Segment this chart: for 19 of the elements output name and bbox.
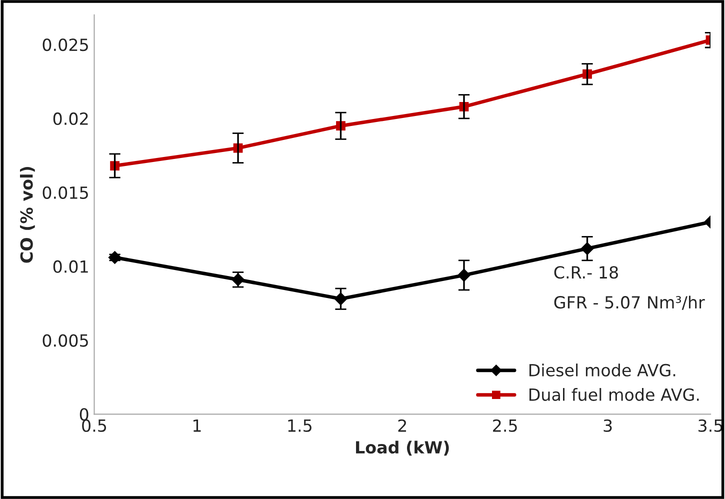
y-tick-label: 0.025: [42, 38, 88, 52]
annotation: GFR - 5.07 Nm³/hr: [554, 296, 705, 310]
x-axis-title: Load (kW): [356, 440, 449, 456]
y-tick-label: 0.01: [53, 260, 88, 273]
annotation: C.R.- 18: [554, 266, 618, 279]
x-tick-label: 2.5: [493, 419, 517, 432]
y-axis-title: CO (% vol): [20, 167, 35, 263]
y-tick-label: 0.005: [42, 334, 88, 347]
legend-label: Diesel mode AVG.: [529, 364, 676, 376]
y-tick-label: 0: [80, 408, 88, 421]
x-tick-label: 2: [398, 419, 406, 432]
y-tick-label: 0.015: [42, 186, 88, 199]
x-tick-label: 1.5: [288, 420, 312, 432]
x-tick-label: 1: [193, 420, 201, 432]
y-tick-label: 0.02: [53, 112, 88, 126]
x-tick-label: 3.5: [698, 419, 722, 432]
x-tick-label: 3: [604, 419, 612, 432]
legend-label: Dual fuel mode AVG.: [529, 388, 699, 401]
x-tick-label: 0.5: [82, 419, 106, 432]
